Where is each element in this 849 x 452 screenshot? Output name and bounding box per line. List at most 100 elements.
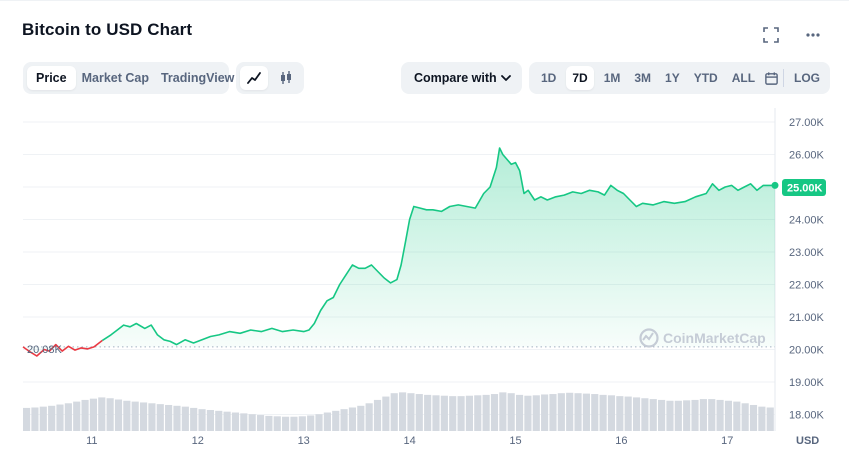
current-price-dot: [771, 181, 779, 189]
volume-bar: [131, 401, 139, 431]
tab-price[interactable]: Price: [27, 66, 76, 90]
volume-bar: [766, 407, 774, 431]
volume-bar: [616, 396, 624, 431]
x-tick-label: 14: [403, 435, 415, 447]
volume-bar: [733, 401, 741, 431]
volume-bar: [373, 399, 382, 431]
log-scale-button[interactable]: LOG: [794, 71, 820, 85]
y-tick-label: 22.00K: [789, 280, 825, 292]
volume-bar: [515, 394, 524, 431]
tab-market-cap[interactable]: Market Cap: [81, 71, 149, 85]
volume-bar: [683, 400, 691, 431]
volume-bar: [716, 399, 724, 431]
volume-bar: [98, 397, 106, 431]
timeframe-all[interactable]: ALL: [731, 71, 756, 85]
volume-bar: [691, 399, 699, 431]
volume-bar: [557, 393, 565, 431]
volume-bar: [574, 393, 582, 431]
volume-bar: [499, 392, 507, 431]
volume-bar: [724, 400, 733, 431]
volume-bar: [156, 404, 164, 431]
volume-bar: [198, 409, 206, 431]
volume-bar: [566, 392, 574, 431]
volume-bar: [123, 400, 131, 431]
volume-bar: [582, 393, 590, 431]
x-tick-label: 13: [298, 435, 310, 447]
volume-bar: [641, 398, 649, 431]
compare-with-dropdown[interactable]: Compare with: [401, 62, 522, 94]
volume-bar: [741, 403, 749, 431]
volume-bar: [674, 400, 682, 431]
volume-bar: [507, 393, 515, 431]
x-tick-label: 15: [509, 435, 521, 447]
volume-bar: [399, 392, 407, 431]
volume-bar: [457, 396, 465, 431]
volume-bar: [73, 401, 81, 431]
fullscreen-icon[interactable]: [760, 24, 782, 46]
current-price-badge: [782, 179, 826, 196]
volume-bar: [407, 393, 415, 431]
timeframe-1m[interactable]: 1M: [603, 71, 621, 85]
line-chart-icon[interactable]: [240, 66, 268, 90]
volume-bar: [549, 394, 557, 431]
y-tick-label: 20.00K: [789, 345, 825, 357]
compare-with-label: Compare with: [414, 71, 497, 85]
toolbar-divider: [783, 69, 784, 87]
watermark: CoinMarketCap: [639, 328, 766, 348]
volume-bar: [332, 410, 340, 431]
price-line-up: [101, 147, 775, 346]
volume-bar: [758, 406, 766, 431]
volume-bar: [282, 416, 290, 431]
volume-bar: [624, 396, 632, 431]
volume-bar: [524, 395, 532, 431]
more-options-icon[interactable]: [802, 24, 824, 46]
top-divider: [0, 0, 849, 1]
volume-bar: [348, 407, 357, 431]
volume-bar: [56, 404, 64, 431]
volume-bar: [206, 410, 214, 431]
chart-title: Bitcoin to USD Chart: [22, 20, 193, 39]
volume-bar: [699, 399, 707, 431]
timeframe-1y[interactable]: 1Y: [665, 71, 680, 85]
volume-bar: [749, 404, 758, 431]
volume-bar: [181, 406, 189, 431]
volume-bar: [165, 404, 173, 431]
timeframe-1d[interactable]: 1D: [541, 71, 557, 85]
volume-bar: [31, 407, 39, 431]
candlestick-icon[interactable]: [272, 66, 300, 90]
price-line-down: [22, 339, 103, 357]
timeframe-3m[interactable]: 3M: [634, 71, 652, 85]
volume-bar: [424, 394, 432, 431]
volume-bar: [465, 395, 473, 431]
volume-bar: [432, 395, 440, 431]
volume-bar: [81, 399, 89, 431]
volume-bar: [415, 394, 423, 431]
timeframe-7d[interactable]: 7D: [566, 66, 594, 90]
y-tick-label: 26.00K: [789, 150, 825, 162]
volume-bar: [173, 405, 181, 431]
volume-bar: [382, 396, 390, 431]
calendar-icon[interactable]: [763, 66, 779, 90]
y-axis: 27.00K 26.00K 25.00K 24.00K 23.00K 22.00K 21.0…: [789, 117, 825, 422]
volume-bar: [390, 393, 398, 431]
volume-bar: [215, 410, 223, 431]
volume-bar: [307, 415, 315, 431]
volume-bar: [64, 403, 72, 431]
price-labels: 20.08K 25.00K USD: [27, 179, 826, 447]
coinmarketcap-logo-icon: [639, 328, 659, 348]
tab-tradingview[interactable]: TradingView: [160, 71, 235, 85]
timeframe-ytd[interactable]: YTD: [693, 71, 718, 85]
x-tick-label: 11: [86, 435, 97, 447]
y-tick-label: 21.00K: [789, 312, 825, 324]
volume-bar: [23, 407, 31, 431]
volume-bar: [532, 395, 540, 431]
y-tick-label: 24.00K: [789, 215, 825, 227]
volume-bar: [658, 399, 666, 431]
x-tick-label: 17: [721, 435, 733, 447]
volume-bars: [23, 392, 774, 431]
volume-bar: [190, 407, 198, 431]
current-price-label: 25.00K: [787, 183, 823, 195]
volume-bar: [89, 398, 97, 431]
volume-bar: [39, 406, 47, 431]
